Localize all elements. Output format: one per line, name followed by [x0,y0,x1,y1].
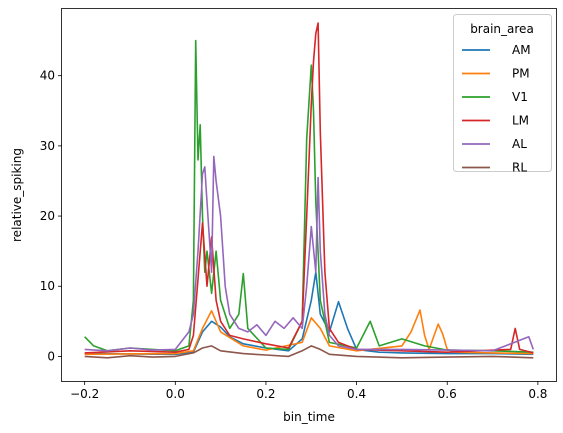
y-tick-label: 30 [40,139,55,153]
y-tick-label: 40 [40,69,55,83]
axes-frame [61,8,557,382]
series-line-rl [84,345,534,359]
y-tick-label: 10 [40,279,55,293]
legend-label-rl: RL [512,161,527,175]
y-axis: 0 10 20 30 40 [40,69,62,363]
x-tick-label: −0.2 [70,387,99,401]
legend-frame [453,14,552,172]
legend-label-lm: LM [512,114,529,128]
x-tick-label: 0.8 [528,387,547,401]
series-line-al [84,155,535,352]
series-line-lm [84,22,534,354]
series-layer [84,22,535,359]
legend: brain_area AM PM V1 LM AL RL [453,14,552,175]
legend-label-am: AM [512,43,531,57]
y-tick-label: 20 [40,209,55,223]
series-line-v1 [84,39,534,353]
y-axis-label: relative_spiking [10,148,24,242]
legend-label-v1: V1 [512,90,528,104]
legend-label-pm: PM [512,67,530,81]
plot-area [84,22,535,359]
legend-title: brain_area [470,22,534,36]
x-axis-label: bin_time [283,410,335,424]
x-tick-label: 0.0 [166,387,185,401]
y-tick-label: 0 [47,349,55,363]
legend-label-al: AL [512,137,527,151]
x-axis: −0.2 0.0 0.2 0.4 0.6 0.8 [70,381,547,401]
series-line-am [84,271,534,356]
x-tick-label: 0.2 [256,387,275,401]
series-line-pm [84,309,534,356]
legend-entries: AM PM V1 LM AL RL [462,43,531,175]
x-tick-label: 0.4 [347,387,366,401]
x-tick-label: 0.6 [438,387,457,401]
